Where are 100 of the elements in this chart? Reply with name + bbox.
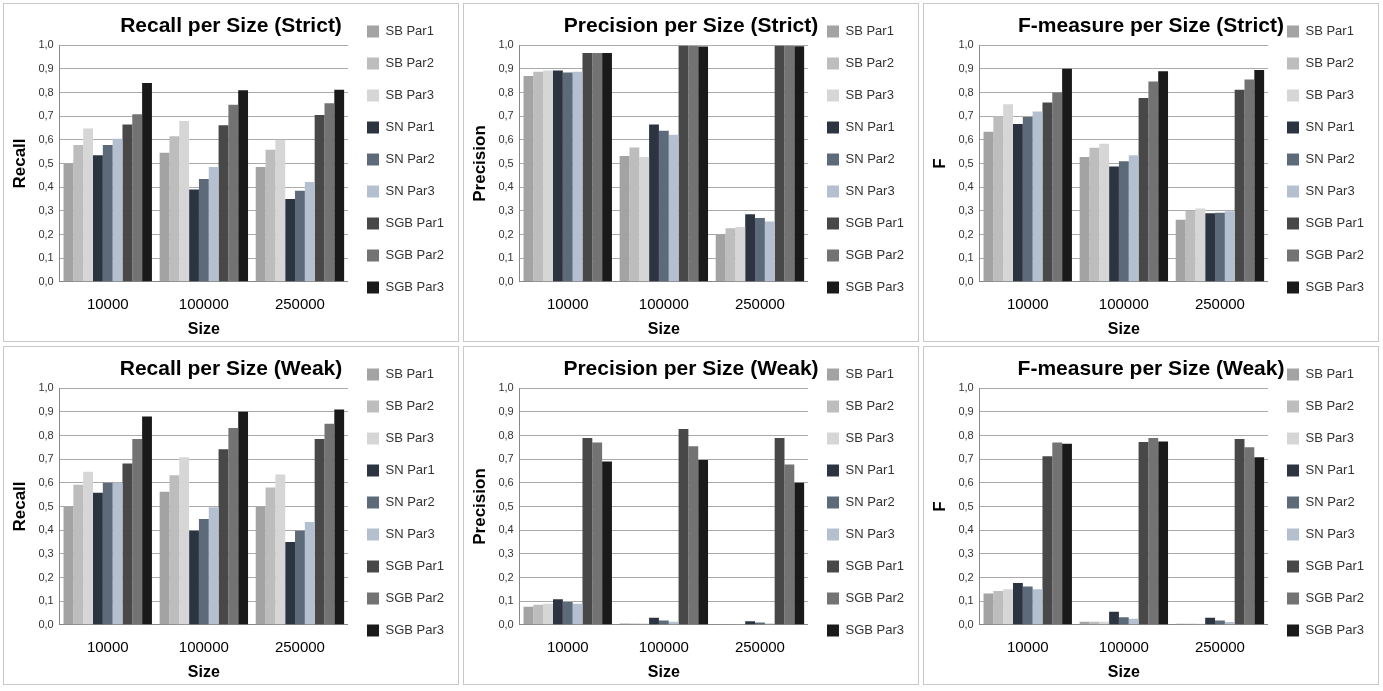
- legend-label: SN Par2: [1305, 494, 1355, 510]
- legend-label: SGB Par1: [845, 215, 905, 231]
- chart-title: F-measure per Size (Strict): [1017, 13, 1285, 37]
- y-tick-label: 0,0: [958, 617, 974, 630]
- y-axis-title: Recall: [9, 481, 29, 532]
- legend-label: SGB Par2: [1305, 590, 1365, 606]
- legend-label: SN Par2: [385, 151, 435, 167]
- bar: [198, 178, 209, 282]
- legend-label: SN Par3: [385, 183, 435, 199]
- legend-label: SN Par3: [385, 526, 435, 542]
- y-tick-label: 0,6: [958, 132, 974, 145]
- x-tick-label: 10000: [546, 637, 589, 655]
- legend-label: SB Par1: [845, 366, 894, 382]
- bar: [993, 116, 1004, 282]
- x-tick-label: 100000: [1098, 637, 1149, 655]
- bar: [179, 120, 190, 282]
- legend-label: SGB Par2: [845, 247, 905, 263]
- legend-label: SB Par1: [385, 23, 434, 39]
- legend-label: SGB Par1: [385, 558, 445, 574]
- chart-title: Precision per Size (Weak): [563, 356, 819, 380]
- y-tick-label: 0,8: [958, 85, 974, 98]
- y-tick-label: 0,9: [38, 61, 54, 74]
- x-tick-label: 250000: [274, 637, 325, 655]
- bar: [334, 89, 345, 282]
- bar: [1158, 71, 1169, 282]
- y-tick-label: 0,0: [498, 274, 514, 287]
- legend-label: SGB Par3: [1305, 279, 1365, 295]
- y-tick-label: 0,1: [38, 251, 54, 264]
- y-tick-label: 0,1: [958, 594, 974, 607]
- y-tick-label: 0,8: [498, 428, 514, 441]
- bar: [1062, 68, 1072, 282]
- bar: [228, 104, 239, 282]
- y-tick-label: 0,3: [958, 203, 974, 216]
- legend-label: SGB Par3: [845, 279, 905, 295]
- bar: [102, 145, 113, 282]
- x-tick-label: 100000: [178, 637, 229, 655]
- y-tick-label: 1,0: [498, 38, 514, 51]
- chart-title: Precision per Size (Strict): [563, 13, 819, 37]
- bar: [592, 53, 603, 282]
- y-tick-label: 0,3: [498, 203, 514, 216]
- bar: [1042, 456, 1053, 625]
- legend-label: SB Par3: [385, 87, 434, 103]
- bar: [678, 428, 689, 625]
- bar: [543, 603, 553, 625]
- legend-label: SB Par3: [1305, 430, 1354, 446]
- bar: [1042, 102, 1053, 282]
- bar: [562, 72, 573, 282]
- legend-label: SGB Par3: [385, 279, 445, 295]
- x-tick-label: 250000: [1194, 637, 1245, 655]
- bar: [142, 416, 152, 625]
- legend-label: SGB Par1: [385, 215, 445, 231]
- legend-label: SGB Par1: [1305, 215, 1365, 231]
- bar: [1109, 166, 1119, 282]
- legend-label: SGB Par3: [385, 622, 445, 638]
- bar: [784, 464, 795, 625]
- bar: [132, 114, 143, 282]
- bar: [1052, 442, 1063, 625]
- bar: [1215, 212, 1225, 282]
- x-tick-label: 10000: [1006, 637, 1049, 655]
- y-tick-label: 0,1: [958, 251, 974, 264]
- bar: [218, 125, 229, 282]
- bar: [1234, 439, 1245, 625]
- bar: [1148, 81, 1159, 282]
- y-tick-label: 0,9: [958, 404, 974, 417]
- bar: [314, 115, 325, 282]
- x-axis-title: Size: [647, 319, 680, 337]
- y-tick-label: 1,0: [38, 38, 54, 51]
- legend-label: SGB Par2: [1305, 247, 1365, 263]
- bar: [189, 530, 199, 625]
- bar: [334, 409, 345, 625]
- bar: [1089, 147, 1100, 282]
- y-tick-label: 0,7: [38, 452, 54, 465]
- legend-label: SN Par1: [385, 462, 435, 478]
- bar: [1234, 89, 1245, 282]
- y-tick-label: 0,1: [498, 251, 514, 264]
- legend-label: SGB Par1: [1305, 558, 1365, 574]
- y-axis-title: F: [929, 501, 949, 512]
- y-tick-label: 0,6: [958, 475, 974, 488]
- y-tick-label: 0,7: [958, 109, 974, 122]
- bar: [142, 83, 152, 282]
- legend-label: SN Par2: [845, 151, 895, 167]
- y-axis-title: F: [929, 158, 949, 169]
- y-tick-label: 0,0: [38, 274, 54, 287]
- bar: [533, 71, 544, 282]
- bar: [93, 155, 103, 282]
- y-tick-label: 0,5: [498, 156, 514, 169]
- legend-label: SB Par3: [845, 430, 894, 446]
- bar: [688, 446, 699, 625]
- bar: [189, 189, 199, 282]
- legend-label: SB Par2: [385, 55, 434, 71]
- y-tick-label: 0,3: [498, 546, 514, 559]
- y-tick-label: 0,5: [958, 156, 974, 169]
- legend-label: SN Par1: [385, 119, 435, 135]
- bar: [1109, 611, 1119, 625]
- x-tick-label: 10000: [86, 294, 129, 312]
- bar: [1022, 116, 1033, 282]
- bar: [238, 411, 249, 625]
- y-tick-label: 0,1: [38, 594, 54, 607]
- bar: [774, 437, 785, 625]
- chart-title: Recall per Size (Weak): [119, 356, 343, 380]
